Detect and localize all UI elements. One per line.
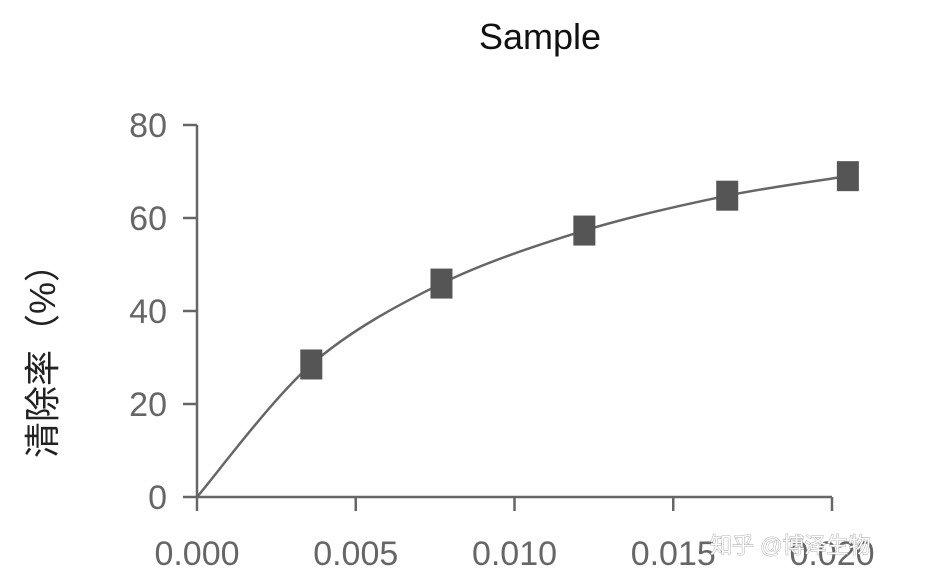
x-tick-label: 0.000 [154, 535, 239, 573]
x-tick-label: 0.005 [313, 535, 398, 573]
axes [183, 123, 834, 511]
tick-labels: 0 20 40 60 80 0.000 0.005 0.010 0.015 0.020 [129, 107, 874, 573]
series-line [196, 174, 849, 498]
data-marks [196, 161, 859, 498]
chart-title: Sample [479, 16, 601, 57]
x-tick-label: 0.015 [631, 535, 716, 573]
watermark: 知乎 @博泽生物 [710, 533, 870, 558]
data-point [300, 349, 323, 380]
data-point [430, 268, 453, 299]
data-point [716, 180, 739, 211]
data-point [836, 161, 859, 192]
x-tick-label: 0.010 [472, 535, 557, 573]
y-axis-label: 清除率（%） [22, 246, 63, 458]
y-tick-label: 40 [129, 293, 167, 331]
y-tick-label: 20 [129, 386, 167, 424]
y-tick-label: 80 [129, 107, 167, 145]
y-tick-label: 60 [129, 200, 167, 238]
x-tick-label: 0.020 [789, 535, 874, 573]
y-tick-label: 0 [148, 479, 167, 517]
data-point [573, 215, 596, 246]
